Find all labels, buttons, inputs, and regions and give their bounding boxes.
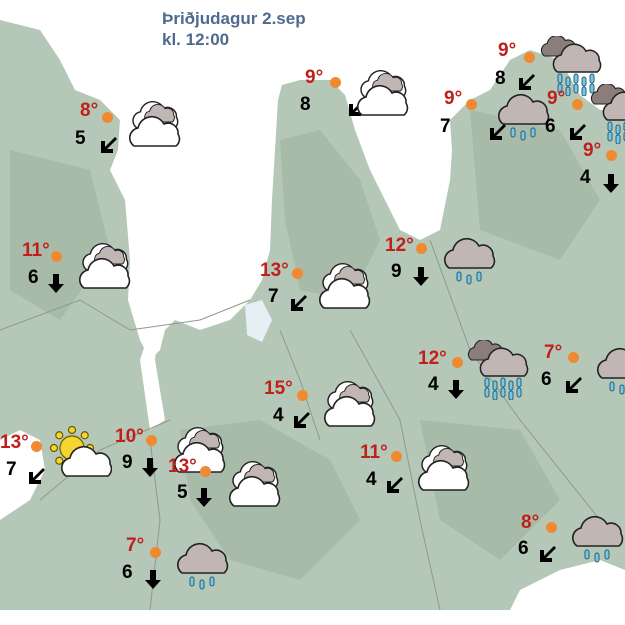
wind-direction-s-arrow-icon — [448, 380, 464, 399]
wind-direction-s-arrow-icon — [48, 274, 64, 293]
wind-speed-label: 6 — [541, 369, 552, 390]
temperature-label: 9° — [305, 67, 324, 88]
rain-icon — [597, 347, 625, 395]
wind-speed-label: 6 — [28, 267, 39, 288]
wind-speed-label: 7 — [6, 459, 17, 480]
station-dot-icon[interactable] — [297, 390, 308, 401]
station-dot-icon[interactable] — [146, 435, 157, 446]
wind-speed-label: 7 — [440, 116, 451, 137]
wind-direction-sw-arrow-icon — [519, 74, 535, 90]
wind-speed-label: 9 — [391, 261, 402, 282]
temperature-label: 12° — [385, 235, 414, 256]
wind-speed-label: 4 — [366, 469, 377, 490]
station-dot-icon[interactable] — [546, 522, 557, 533]
wind-direction-sw-arrow-icon — [490, 124, 506, 140]
station-dot-icon[interactable] — [452, 357, 463, 368]
wind-direction-sw-arrow-icon — [566, 377, 582, 393]
temperature-label: 13° — [0, 432, 29, 453]
temperature-label: 7° — [126, 535, 145, 556]
partly-cloudy-icon — [357, 69, 409, 116]
station-dot-icon[interactable] — [200, 466, 211, 477]
wind-speed-label: 4 — [580, 167, 591, 188]
forecast-time-title: Þriðjudagur 2.sep kl. 12:00 — [162, 8, 306, 50]
station-dot-icon[interactable] — [102, 112, 113, 123]
forecast-day: Þriðjudagur 2.sep — [162, 9, 306, 28]
rain-icon — [572, 515, 624, 563]
rain-icon — [177, 542, 229, 590]
station-dot-icon[interactable] — [568, 352, 579, 363]
station-dot-icon[interactable] — [391, 451, 402, 462]
temperature-label: 11° — [360, 442, 388, 463]
wind-speed-label: 8 — [495, 68, 506, 89]
partly-cloudy-icon — [418, 444, 470, 491]
wind-direction-s-arrow-icon — [145, 570, 161, 589]
partly-cloudy-icon — [79, 242, 131, 289]
wind-direction-sw-arrow-icon — [29, 468, 45, 484]
temperature-label: 12° — [418, 348, 447, 369]
partly-cloudy-icon — [174, 426, 226, 473]
wind-direction-s-arrow-icon — [142, 458, 158, 477]
temperature-label: 9° — [444, 88, 463, 109]
wind-speed-label: 4 — [428, 374, 439, 395]
wind-direction-s-arrow-icon — [603, 174, 619, 193]
station-dot-icon[interactable] — [572, 99, 583, 110]
station-dot-icon[interactable] — [330, 77, 341, 88]
cloudy-icon — [620, 134, 625, 194]
temperature-label: 10° — [115, 426, 144, 447]
temperature-label: 7° — [544, 342, 563, 363]
wind-direction-s-arrow-icon — [196, 488, 212, 507]
heavy-rain-icon — [540, 36, 602, 96]
station-dot-icon[interactable] — [150, 547, 161, 558]
wind-direction-sw-arrow-icon — [387, 477, 403, 493]
wind-speed-label: 6 — [545, 116, 556, 137]
wind-direction-sw-arrow-icon — [101, 137, 117, 153]
temperature-label: 9° — [498, 40, 517, 61]
temperature-label: 9° — [583, 140, 602, 161]
wind-direction-sw-arrow-icon — [540, 546, 556, 562]
station-dot-icon[interactable] — [51, 251, 62, 262]
partly-cloudy-icon — [129, 100, 181, 147]
temperature-label: 13° — [168, 456, 197, 477]
wind-speed-label: 5 — [177, 482, 188, 503]
wind-direction-sw-arrow-icon — [570, 124, 586, 140]
forecast-hour: kl. 12:00 — [162, 30, 230, 49]
heavy-rain-icon — [467, 340, 529, 400]
wind-direction-sw-arrow-icon — [294, 412, 310, 428]
partly-cloudy-icon — [319, 262, 371, 309]
temperature-label: 11° — [22, 240, 50, 261]
rain-icon — [444, 237, 496, 285]
wind-direction-s-arrow-icon — [413, 267, 429, 286]
station-dot-icon[interactable] — [524, 52, 535, 63]
wind-speed-label: 7 — [268, 286, 279, 307]
wind-speed-label: 5 — [75, 128, 86, 149]
station-dot-icon[interactable] — [466, 99, 477, 110]
temperature-label: 8° — [521, 512, 540, 533]
wind-speed-label: 8 — [300, 94, 311, 115]
station-dot-icon[interactable] — [606, 150, 617, 161]
wind-direction-sw-arrow-icon — [291, 295, 307, 311]
wind-speed-label: 6 — [122, 562, 133, 583]
temperature-label: 9° — [547, 88, 566, 109]
rain-icon — [498, 93, 550, 141]
temperature-label: 8° — [80, 100, 99, 121]
station-dot-icon[interactable] — [292, 268, 303, 279]
partly-cloudy-icon — [229, 460, 281, 507]
partly-cloudy-icon — [324, 380, 376, 427]
wind-speed-label: 9 — [122, 452, 133, 473]
temperature-label: 13° — [260, 260, 289, 281]
wind-speed-label: 6 — [518, 538, 529, 559]
station-dot-icon[interactable] — [416, 243, 427, 254]
temperature-label: 15° — [264, 378, 293, 399]
sun-cloud-icon — [49, 426, 112, 477]
wind-speed-label: 4 — [273, 405, 284, 426]
station-dot-icon[interactable] — [31, 441, 42, 452]
